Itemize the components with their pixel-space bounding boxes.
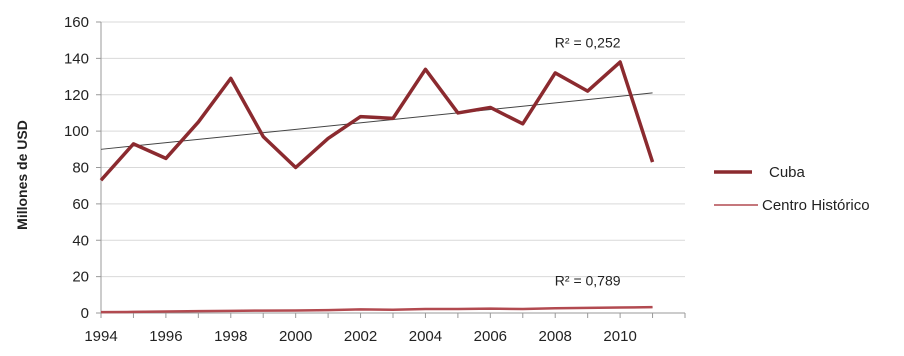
trendline-0 — [100, 92, 653, 150]
x-tick-label: 2008 — [539, 328, 572, 345]
y-tick-label: 120 — [64, 87, 89, 104]
legend-label: Cuba — [769, 164, 806, 181]
y-tick-label: 80 — [72, 160, 89, 177]
tick-labels: 0 20 40 60 80 100 120 140 160 1994 1996 1998 2000 200… — [64, 14, 637, 345]
x-tick-label: 1996 — [149, 328, 182, 345]
r-squared-annotation: R² = 0,789 — [555, 273, 621, 289]
y-axis-title: Millones de USD — [14, 120, 30, 230]
x-tick-label: 2004 — [409, 328, 442, 345]
series-lines — [99, 60, 655, 314]
y-tick-label: 0 — [81, 305, 89, 322]
y-tick-label: 140 — [64, 50, 89, 67]
legend: Cuba Centro Histórico — [714, 164, 870, 214]
annotations: R² = 0,252 R² = 0,789 — [555, 34, 621, 288]
y-tick-label: 160 — [64, 14, 89, 31]
series-line-0 — [99, 60, 655, 182]
y-tick-label: 20 — [72, 269, 89, 286]
x-tick-label: 2006 — [474, 328, 507, 345]
r-squared-annotation: R² = 0,252 — [555, 34, 621, 50]
y-tick-label: 100 — [64, 123, 89, 140]
x-tick-label: 2010 — [603, 328, 636, 345]
x-tick-label: 1998 — [214, 328, 247, 345]
y-tick-label: 40 — [72, 232, 89, 249]
gridlines — [101, 21, 685, 278]
axes — [96, 21, 686, 318]
legend-label: Centro Histórico — [762, 197, 870, 214]
x-tick-label: 2000 — [279, 328, 312, 345]
x-tick-label: 1994 — [84, 328, 117, 345]
x-tick-label: 2002 — [344, 328, 377, 345]
series-line-1 — [100, 305, 653, 314]
y-tick-label: 60 — [72, 196, 89, 213]
